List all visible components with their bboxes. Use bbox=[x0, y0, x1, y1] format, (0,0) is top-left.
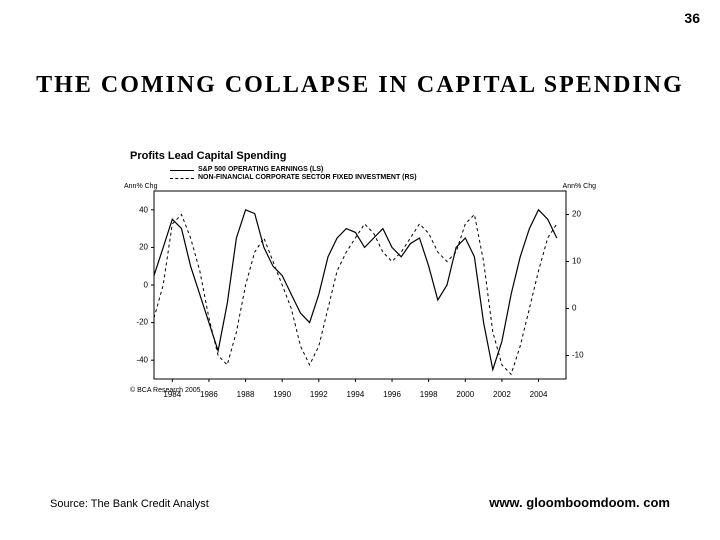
legend-row-2: NON-FINANCIAL CORPORATE SECTOR FIXED INV… bbox=[170, 174, 590, 182]
xtick: 1984 bbox=[163, 390, 181, 399]
ytick-left: -20 bbox=[130, 318, 148, 327]
ytick-right: 10 bbox=[572, 257, 590, 266]
footer-source: Source: The Bank Credit Analyst bbox=[50, 498, 209, 510]
chart-legend: S&P 500 OPERATING EARNINGS (LS) NON-FINA… bbox=[170, 166, 590, 183]
ytick-left: 20 bbox=[130, 243, 148, 252]
xtick: 1988 bbox=[237, 390, 255, 399]
ytick-left: 40 bbox=[130, 205, 148, 214]
xtick: 2002 bbox=[493, 390, 511, 399]
footer-website: www. gloomboomdoom. com bbox=[489, 495, 670, 510]
chart-svg bbox=[130, 185, 590, 385]
page-number: 36 bbox=[684, 10, 700, 26]
ytick-right: 0 bbox=[572, 304, 590, 313]
ytick-left: -40 bbox=[130, 355, 148, 364]
legend-row-1: S&P 500 OPERATING EARNINGS (LS) bbox=[170, 166, 590, 174]
ytick-right: 20 bbox=[572, 210, 590, 219]
xtick: 1992 bbox=[310, 390, 328, 399]
page-title: THE COMING COLLAPSE IN CAPITAL SPENDING bbox=[0, 72, 720, 99]
xtick: 1990 bbox=[273, 390, 291, 399]
legend-swatch-dash bbox=[170, 178, 194, 179]
legend-label-1: S&P 500 OPERATING EARNINGS (LS) bbox=[198, 166, 323, 174]
xtick: 2004 bbox=[530, 390, 548, 399]
xtick: 1994 bbox=[347, 390, 365, 399]
chart-container: Profits Lead Capital Spending S&P 500 OP… bbox=[130, 150, 590, 394]
chart-plot: Ann% Chg Ann% Chg -40-2002040-1001020198… bbox=[130, 185, 590, 385]
xtick: 2000 bbox=[456, 390, 474, 399]
xtick: 1998 bbox=[420, 390, 438, 399]
xtick: 1996 bbox=[383, 390, 401, 399]
xtick: 1986 bbox=[200, 390, 218, 399]
ytick-right: -10 bbox=[572, 351, 590, 360]
chart-title: Profits Lead Capital Spending bbox=[130, 150, 590, 162]
ytick-left: 0 bbox=[130, 280, 148, 289]
legend-label-2: NON-FINANCIAL CORPORATE SECTOR FIXED INV… bbox=[198, 174, 417, 182]
legend-swatch-solid bbox=[170, 170, 194, 171]
